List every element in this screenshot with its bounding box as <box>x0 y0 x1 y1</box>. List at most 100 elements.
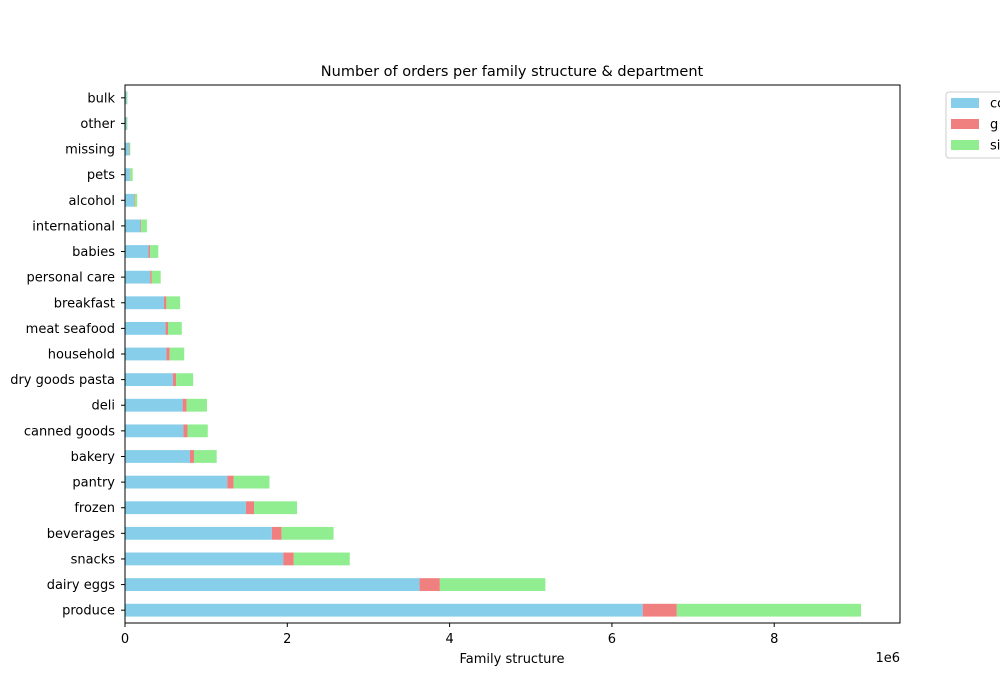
bar-alcohol-series-0 <box>125 193 134 207</box>
bar-bulk-series-0 <box>125 91 127 105</box>
y-tick-label: bulk <box>87 91 115 106</box>
y-tick-label: breakfast <box>54 296 115 311</box>
y-tick-label: missing <box>65 143 115 158</box>
bar-bulk-series-2 <box>126 91 128 105</box>
bar-snacks-series-2 <box>293 552 350 566</box>
bar-frozen-series-1 <box>245 501 255 515</box>
y-tick-label: frozen <box>74 501 115 516</box>
bar-frozen-series-2 <box>254 501 298 515</box>
bar-canned-goods-series-0 <box>125 424 184 438</box>
legend-label-0: co <box>990 97 1000 112</box>
y-tick-label: pantry <box>72 476 115 491</box>
legend-label-1: g <box>990 118 998 133</box>
bar-dry-goods-pasta-series-2 <box>176 373 194 387</box>
bar-deli-series-1 <box>182 398 187 412</box>
y-tick-label: canned goods <box>24 424 115 439</box>
bar-pantry-series-1 <box>227 475 234 489</box>
y-tick-label: produce <box>62 604 115 619</box>
y-tick-label: dry goods pasta <box>10 373 115 388</box>
y-tick-label: household <box>48 348 115 363</box>
bar-missing-series-2 <box>129 142 131 156</box>
x-tick-label: 8 <box>770 632 778 647</box>
bar-bakery-series-1 <box>189 450 194 463</box>
bar-canned-goods-series-1 <box>183 424 188 438</box>
bar-international-series-2 <box>141 219 147 233</box>
bar-breakfast-series-1 <box>163 296 167 310</box>
bar-frozen-series-0 <box>125 501 246 515</box>
bar-household-series-1 <box>166 347 170 361</box>
x-axis-label: Family structure <box>460 652 565 667</box>
bar-babies-series-0 <box>125 245 149 258</box>
bar-household-series-2 <box>169 347 185 361</box>
bar-international-series-0 <box>125 219 141 233</box>
y-tick-label: deli <box>92 399 115 414</box>
bar-missing-series-0 <box>125 142 130 156</box>
bar-beverages-series-1 <box>271 526 282 540</box>
x-axis: 0 2 4 6 8 <box>121 623 778 647</box>
bar-personal-care-series-2 <box>151 270 161 284</box>
y-tick-label: beverages <box>47 527 116 542</box>
bars-group <box>125 91 862 617</box>
bar-breakfast-series-0 <box>125 296 164 310</box>
x-tick-label: 6 <box>608 632 616 647</box>
bar-pets-series-0 <box>125 168 130 182</box>
bar-meat-seafood-series-1 <box>165 321 169 335</box>
x-tick-label: 0 <box>121 632 129 647</box>
bar-other-series-2 <box>126 117 128 130</box>
bar-produce-series-0 <box>125 603 643 617</box>
bar-bakery-series-2 <box>193 450 217 463</box>
bar-beverages-series-0 <box>125 526 272 540</box>
bar-household-series-0 <box>125 347 167 361</box>
bar-deli-series-0 <box>125 398 183 412</box>
x-offset-text: 1e6 <box>875 651 900 666</box>
y-tick-label: international <box>32 219 115 234</box>
bar-dairy-eggs-series-2 <box>439 578 546 591</box>
bar-produce-series-1 <box>642 603 677 617</box>
bar-pantry-series-2 <box>233 475 270 489</box>
legend-swatch-2 <box>951 140 979 150</box>
bar-dairy-eggs-series-0 <box>125 578 420 591</box>
bar-bakery-series-0 <box>125 450 190 463</box>
legend: co g si <box>945 91 1000 159</box>
bar-other-series-0 <box>125 117 127 130</box>
bar-alcohol-series-1 <box>133 193 135 207</box>
y-axis: produce dairy eggs snacks beverages frozen pa… <box>10 91 125 619</box>
y-tick-label: pets <box>87 168 115 183</box>
bar-dry-goods-pasta-series-1 <box>172 373 177 387</box>
bar-dry-goods-pasta-series-0 <box>125 373 173 387</box>
bar-beverages-series-2 <box>281 526 334 540</box>
bar-pantry-series-0 <box>125 475 228 489</box>
x-tick-label: 4 <box>445 632 453 647</box>
legend-swatch-0 <box>951 98 979 108</box>
y-tick-label: bakery <box>71 450 116 465</box>
bar-alcohol-series-2 <box>134 193 138 207</box>
y-tick-label: dairy eggs <box>47 578 116 593</box>
bar-deli-series-2 <box>186 398 207 412</box>
bar-meat-seafood-series-0 <box>125 321 166 335</box>
y-tick-label: meat seafood <box>26 322 115 337</box>
legend-label-2: si <box>990 139 1000 154</box>
y-tick-label: other <box>80 117 115 132</box>
y-tick-label: babies <box>72 245 115 260</box>
chart-title: Number of orders per family structure & … <box>321 64 704 80</box>
bar-personal-care-series-1 <box>150 270 152 284</box>
x-tick-label: 2 <box>283 632 291 647</box>
bar-international-series-1 <box>140 219 142 233</box>
plot-frame <box>124 84 901 624</box>
y-tick-label: personal care <box>27 271 115 286</box>
bar-snacks-series-0 <box>125 552 284 566</box>
bar-meat-seafood-series-2 <box>168 321 182 335</box>
bar-snacks-series-1 <box>283 552 294 566</box>
bar-pets-series-2 <box>130 168 133 182</box>
bar-personal-care-series-0 <box>125 270 151 284</box>
bar-babies-series-2 <box>150 245 159 258</box>
legend-swatch-1 <box>951 119 979 129</box>
bar-produce-series-2 <box>676 603 862 617</box>
y-tick-label: snacks <box>71 552 116 567</box>
bar-breakfast-series-2 <box>166 296 181 310</box>
bar-babies-series-1 <box>148 245 151 258</box>
bar-dairy-eggs-series-1 <box>419 578 440 591</box>
bar-canned-goods-series-2 <box>187 424 208 438</box>
y-tick-label: alcohol <box>69 194 115 209</box>
